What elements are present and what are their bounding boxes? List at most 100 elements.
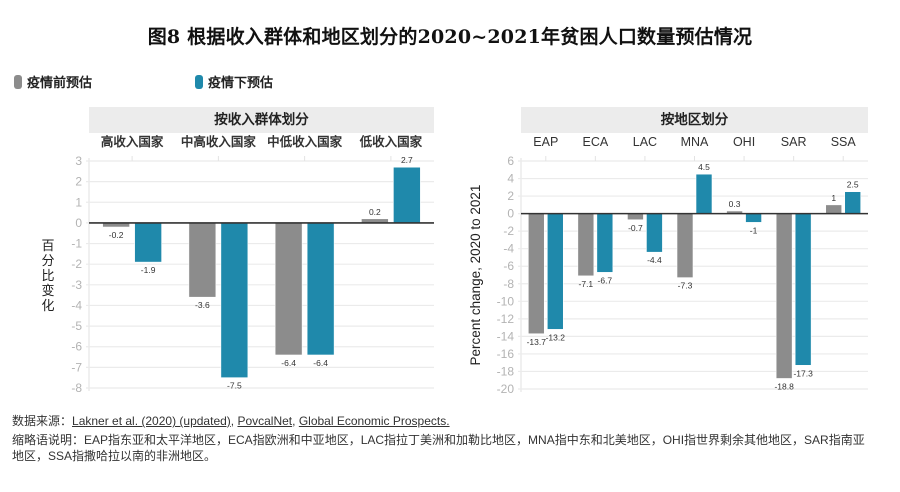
region-bar-pandemic <box>745 213 762 223</box>
source-link-povcalnet[interactable]: PovcalNet <box>237 414 293 428</box>
source-link-lakner[interactable]: Lakner et al. (2020) (updated) <box>72 414 231 428</box>
legend-item-pandemic: 疫情下预估 <box>195 72 273 91</box>
region-bar-pre-pandemic <box>775 213 793 379</box>
income-ytick-label: 1 <box>75 195 82 209</box>
source-link-gep[interactable]: Global Economic Prospects. <box>298 414 450 428</box>
income-category-label: 高收入国家 <box>101 134 164 149</box>
source-sep-1: , <box>230 414 238 428</box>
region-bar-pre-pandemic <box>527 213 545 335</box>
income-y-axis-label-char: 化 <box>41 299 54 314</box>
region-bar-value-label: -7.3 <box>678 281 693 291</box>
region-ytick-label: -14 <box>497 329 515 343</box>
region-bar-value-label: 4.5 <box>698 162 710 172</box>
legend-label-pre-pandemic: 疫情前预估 <box>27 76 93 91</box>
region-bar-pre-pandemic <box>676 213 694 278</box>
region-bar-value-label: -7.1 <box>579 279 594 289</box>
region-ytick-label: -6 <box>503 259 514 273</box>
region-ytick-label: -20 <box>497 382 515 396</box>
region-bar-pandemic <box>695 173 713 214</box>
region-ytick-label: 4 <box>507 172 514 186</box>
legend-swatch-pre-pandemic <box>14 74 22 89</box>
region-category-label: SSA <box>831 135 857 149</box>
region-ytick-label: 2 <box>507 189 514 203</box>
region-ytick-label: -2 <box>503 224 514 238</box>
region-bar-value-label: 2.5 <box>847 180 859 190</box>
income-category-label: 中低收入国家 <box>267 134 343 149</box>
panel-header-region: 按地区划分 <box>521 107 868 133</box>
source-line: 数据来源：Lakner et al. (2020) (updated), Pov… <box>12 412 450 429</box>
region-bar-pre-pandemic <box>825 204 843 214</box>
chart-title: 图8 根据收入群体和地区划分的2020~2021年贫困人口数量预估情况 <box>147 26 753 48</box>
income-ytick-label: -7 <box>71 360 82 374</box>
income-bar-pandemic <box>134 222 162 263</box>
region-bar-value-label: -13.2 <box>546 332 566 342</box>
region-category-label: LAC <box>633 135 657 149</box>
income-bar-pandemic <box>393 166 421 224</box>
income-bar-value-label: -3.6 <box>195 300 210 310</box>
income-ytick-label: -5 <box>71 319 82 333</box>
region-category-label: OHI <box>733 135 755 149</box>
income-bar-pre-pandemic <box>188 222 217 298</box>
region-bar-value-label: -18.8 <box>774 381 794 391</box>
region-bar-value-label: 0.3 <box>729 199 741 209</box>
region-ytick-label: -18 <box>497 364 515 378</box>
region-bar-value-label: -17.3 <box>793 368 813 378</box>
income-bar-value-label: -6.4 <box>313 358 328 368</box>
income-ytick-label: -2 <box>71 257 82 271</box>
panel-header-income: 按收入群体划分 <box>89 107 434 133</box>
region-category-label: MNA <box>681 135 709 149</box>
region-y-axis-label: Percent change, 2020 to 2021 <box>468 185 483 366</box>
region-bar-value-label: -6.7 <box>598 275 613 285</box>
income-bar-pandemic <box>306 222 335 356</box>
region-ytick-label: -12 <box>497 312 515 326</box>
region-ytick-label: 0 <box>507 207 514 221</box>
region-ytick-label: 6 <box>507 154 514 168</box>
income-ytick-label: -3 <box>71 278 82 292</box>
region-bar-value-label: -1 <box>750 225 758 235</box>
region-bar-value-label: -13.7 <box>527 337 547 347</box>
region-bar-pre-pandemic <box>627 213 644 221</box>
income-ytick-label: 0 <box>75 216 82 230</box>
region-bar-pre-pandemic <box>577 213 595 277</box>
income-bar-pandemic <box>220 222 249 378</box>
source-prefix: 数据来源： <box>12 414 73 428</box>
region-category-label: EAP <box>533 135 558 149</box>
income-bar-value-label: -0.2 <box>109 230 124 240</box>
legend-swatch-pandemic <box>195 74 203 89</box>
abbreviation-notes: 缩略语说明：EAP指东亚和太平洋地区，ECA指欧洲和中亚地区，LAC指拉丁美洲和… <box>12 433 865 463</box>
region-ytick-label: -8 <box>503 277 514 291</box>
region-ytick-label: -10 <box>497 294 515 308</box>
income-ytick-label: -8 <box>71 381 82 395</box>
income-bar-pre-pandemic <box>274 222 303 356</box>
region-category-label: SAR <box>781 135 807 149</box>
income-y-axis-label-char: 百 <box>41 239 54 254</box>
region-ytick-label: -4 <box>503 242 514 256</box>
income-bar-value-label: -7.5 <box>227 381 242 391</box>
income-ytick-label: 2 <box>75 175 82 189</box>
income-category-label: 低收入国家 <box>359 134 423 149</box>
region-bar-value-label: -4.4 <box>647 255 662 265</box>
income-ytick-label: 3 <box>75 154 82 168</box>
income-ytick-label: -6 <box>71 340 82 354</box>
income-ytick-label: -1 <box>71 237 82 251</box>
legend-item-pre-pandemic: 疫情前预估 <box>14 72 92 91</box>
income-y-axis-label-char: 比 <box>41 269 54 284</box>
region-bar-pandemic <box>844 191 862 214</box>
income-ytick-label: -4 <box>71 298 82 312</box>
region-bar-value-label: 1 <box>831 193 836 203</box>
income-y-axis-label-char: 变 <box>41 283 54 299</box>
region-bar-pandemic <box>646 213 663 253</box>
source-sep-2: , <box>292 414 299 428</box>
region-category-label: ECA <box>583 135 609 149</box>
region-bar-pandemic <box>546 213 564 330</box>
income-category-label: 中高收入国家 <box>181 134 257 149</box>
region-bar-pandemic <box>794 213 812 366</box>
region-bar-pandemic <box>596 213 614 273</box>
region-bar-value-label: -0.7 <box>628 223 643 233</box>
income-bar-value-label: -1.9 <box>141 265 156 275</box>
region-ytick-label: -16 <box>497 347 515 361</box>
income-bar-value-label: 0.2 <box>369 207 381 217</box>
income-y-axis-label-char: 分 <box>41 254 54 269</box>
income-bar-value-label: 2.7 <box>401 155 413 165</box>
